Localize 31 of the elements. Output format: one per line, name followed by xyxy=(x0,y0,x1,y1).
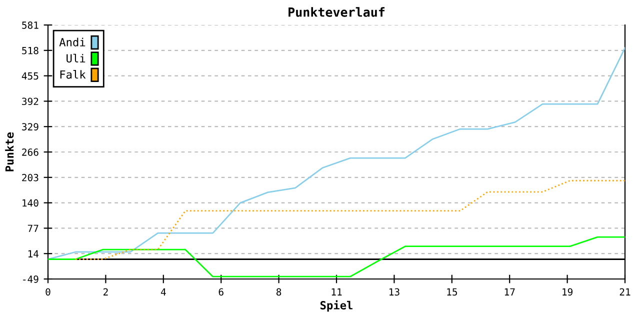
y-tick-label: 329 xyxy=(22,123,38,130)
line-series xyxy=(48,236,625,278)
x-tick-label: 17 xyxy=(504,288,515,296)
x-tick-label: 0 xyxy=(46,288,50,296)
x-tick-label: 8 xyxy=(276,288,282,296)
x-tick-label: 21 xyxy=(620,288,630,296)
legend-label: Uli xyxy=(66,54,86,63)
x-tick-label: 11 xyxy=(332,288,342,296)
x-axis-title: Spiel xyxy=(320,300,352,312)
y-tick-label: 140 xyxy=(22,199,38,207)
x-tick-label: 15 xyxy=(447,288,457,296)
x-tick-label: 13 xyxy=(390,288,400,296)
y-tick-label: 455 xyxy=(22,72,38,80)
y-tick-label: 77 xyxy=(28,224,38,232)
line-series xyxy=(48,47,625,260)
y-tick-label: 392 xyxy=(22,98,38,106)
y-tick-label: 14 xyxy=(28,250,39,258)
legend-label: Andi xyxy=(59,38,86,46)
x-tick-label: 19 xyxy=(562,288,572,296)
line-series xyxy=(74,180,625,260)
y-tick-label: 581 xyxy=(22,22,38,29)
y-tick-label: 518 xyxy=(22,46,38,54)
x-tick-label: 4 xyxy=(160,288,166,296)
chart-title: Punkteverlauf xyxy=(288,7,384,17)
y-tick-label: 266 xyxy=(22,148,38,156)
x-tick-label: 2 xyxy=(103,288,108,296)
x-tick-label: 6 xyxy=(218,288,224,296)
legend-label: Falk xyxy=(60,70,86,79)
y-axis-title: Punkte xyxy=(5,132,14,172)
y-tick-label: -49 xyxy=(23,276,38,283)
y-tick-label: 203 xyxy=(22,174,38,182)
